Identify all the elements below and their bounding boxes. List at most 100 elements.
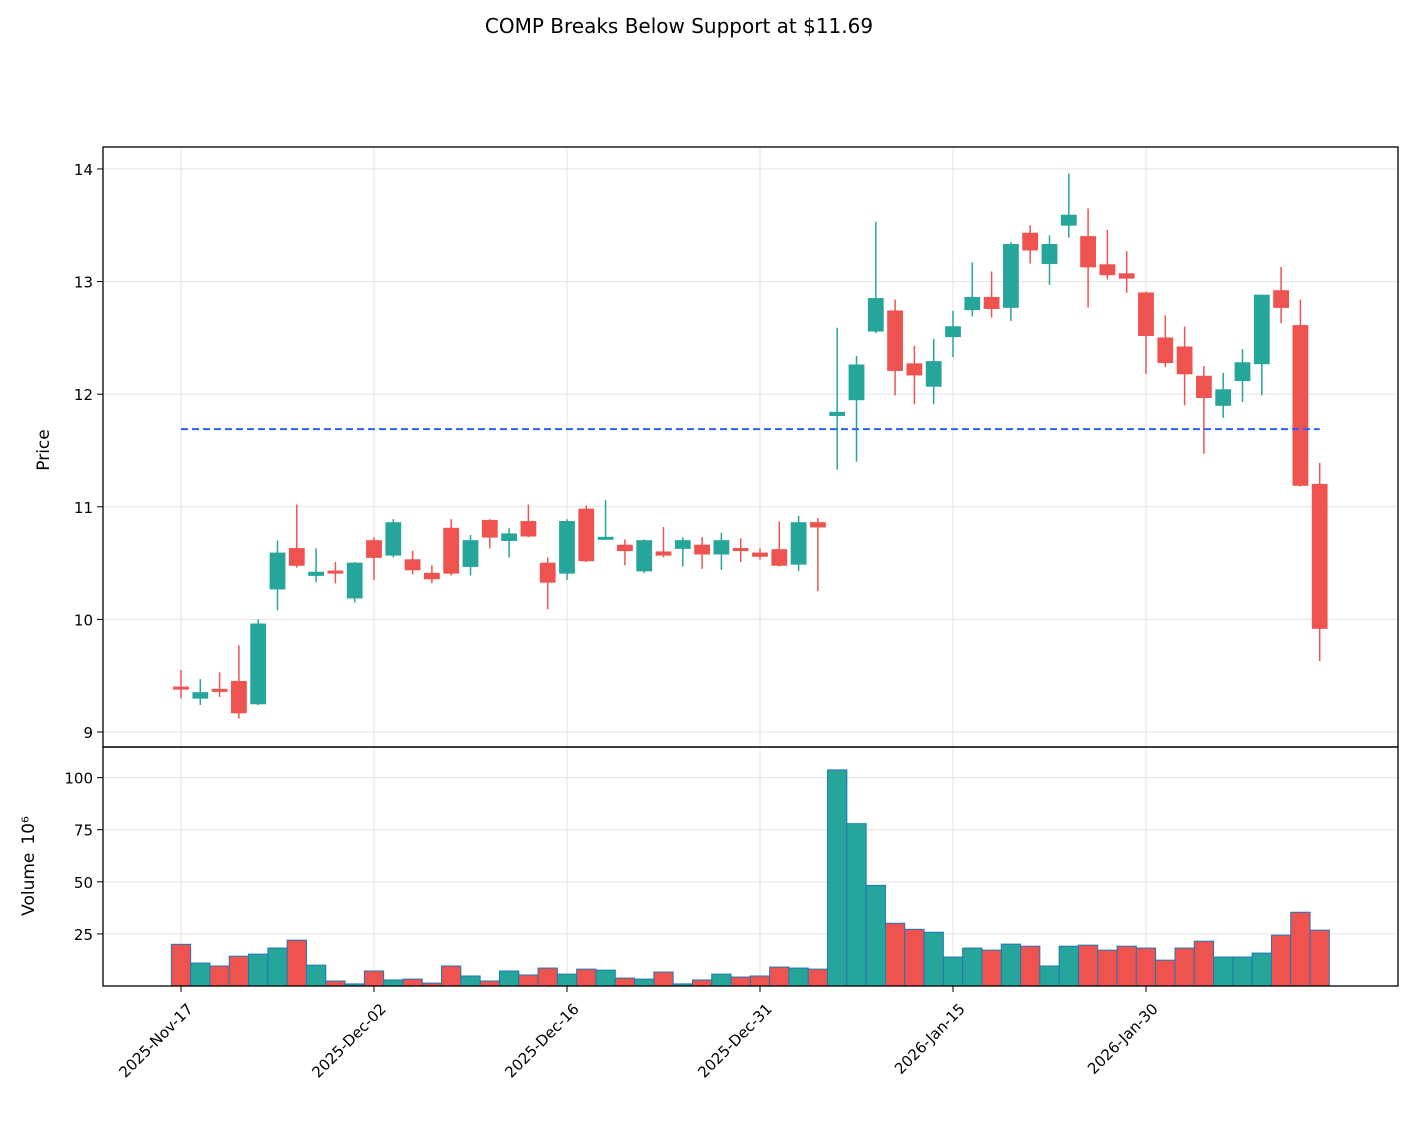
volume-bar	[634, 978, 655, 987]
candle-body	[829, 411, 846, 416]
volume-bar	[170, 943, 192, 987]
volume-bar	[1232, 956, 1253, 987]
volume-bar	[730, 976, 751, 987]
volume-bar	[1116, 945, 1137, 987]
plot-layer: 2025-Nov-17 2025-Dec-02 2025-Dec-16 2025-De…	[64, 147, 1398, 1081]
volume-bar	[962, 947, 983, 987]
candle-body	[1022, 232, 1039, 251]
volume-bar	[865, 884, 886, 987]
y2-tick-label: 25	[74, 926, 93, 944]
candle-body	[617, 544, 633, 552]
y2-tick-label: 50	[74, 874, 93, 892]
y2-offset: 10⁶	[19, 816, 39, 845]
candle-body	[1273, 290, 1289, 308]
candle-body	[655, 551, 672, 556]
y-tick-label: 12	[74, 386, 93, 404]
candle-body	[732, 548, 749, 552]
volume-bar	[1174, 947, 1195, 987]
candle-body	[867, 298, 884, 332]
candle-body	[462, 540, 479, 567]
x-tick-label: 2026-Jan-30	[1084, 1000, 1162, 1078]
volume-bar	[691, 979, 713, 987]
candle-body	[539, 562, 556, 583]
volume-bar	[1000, 943, 1022, 987]
y-tick-label: 11	[74, 499, 93, 517]
volume-bar	[402, 978, 423, 987]
volume-bar	[1039, 965, 1060, 987]
volume-bar	[267, 947, 288, 987]
y-tick-label: 14	[74, 161, 93, 179]
volume-bar	[479, 980, 500, 987]
candle-body	[288, 548, 305, 566]
candle-body	[694, 544, 710, 555]
candle-body	[443, 527, 460, 574]
candle-body	[945, 326, 961, 338]
volume-bar	[749, 975, 771, 987]
candle-body	[752, 552, 768, 557]
candle-body	[1138, 292, 1154, 337]
volume-bar	[1077, 944, 1099, 987]
candle-body	[925, 361, 942, 387]
volume-bar	[769, 966, 790, 987]
volume-bar	[788, 967, 809, 987]
volume-bar	[614, 977, 636, 987]
candle-body	[308, 571, 325, 576]
candle-body	[250, 623, 267, 705]
volume-bar	[1193, 940, 1215, 987]
volume-bar	[1309, 929, 1330, 987]
x-tick-label: 2025-Nov-17	[115, 1000, 196, 1081]
candle-body	[230, 680, 247, 714]
volume-bar	[576, 968, 597, 987]
candle-body	[887, 310, 903, 371]
candle-body	[1080, 236, 1096, 268]
x-tick-label: 2026-Jan-15	[891, 1000, 969, 1078]
candle-body	[520, 521, 537, 537]
volume-bar	[518, 974, 539, 987]
candle-body	[1060, 214, 1077, 226]
volume-bar	[209, 965, 230, 987]
volume-bar	[981, 949, 1002, 987]
volume-bar	[286, 939, 307, 987]
candle-body	[211, 688, 228, 692]
candle-body	[674, 540, 691, 549]
volume-bar	[1155, 959, 1176, 987]
volume-bar	[228, 955, 250, 987]
candle-body	[597, 536, 614, 540]
volume-bar	[846, 823, 867, 987]
candle-body	[713, 540, 730, 555]
x-tick-label: 2025-Dec-31	[694, 1000, 775, 1081]
volume-bar	[248, 953, 269, 987]
candle-body	[192, 692, 209, 699]
volume-bar	[1251, 952, 1272, 987]
candle-body	[1253, 294, 1270, 365]
candle-body	[1157, 337, 1174, 364]
y2-tick-label: 100	[64, 770, 93, 788]
candle-body	[1234, 362, 1251, 382]
candle-body	[1311, 483, 1328, 629]
candle-body	[1292, 325, 1309, 486]
candle-body	[501, 533, 518, 541]
volume-bar	[460, 975, 481, 987]
candle-body	[1003, 244, 1019, 308]
volume-bar	[498, 970, 520, 987]
volume-bar	[884, 922, 906, 987]
volume-bar	[1290, 911, 1311, 987]
candle-body	[1176, 346, 1193, 375]
volume-bar	[595, 969, 616, 987]
candle-body	[1118, 273, 1135, 279]
candle-body	[173, 686, 189, 690]
y-tick-label: 10	[74, 611, 93, 629]
candle-body	[366, 540, 382, 558]
volume-frame	[102, 746, 1399, 987]
volume-bar	[363, 970, 385, 987]
y2-axis-label: Volume 10⁶	[19, 816, 39, 916]
volume-bar	[383, 979, 404, 987]
y-tick-label: 13	[74, 274, 93, 292]
volume-bar	[1097, 949, 1118, 987]
y2-tick-label: 75	[74, 822, 93, 840]
volume-bar	[923, 931, 944, 987]
candle-body	[810, 522, 826, 528]
candle-body	[1196, 375, 1212, 398]
volume-bar	[1135, 947, 1157, 987]
